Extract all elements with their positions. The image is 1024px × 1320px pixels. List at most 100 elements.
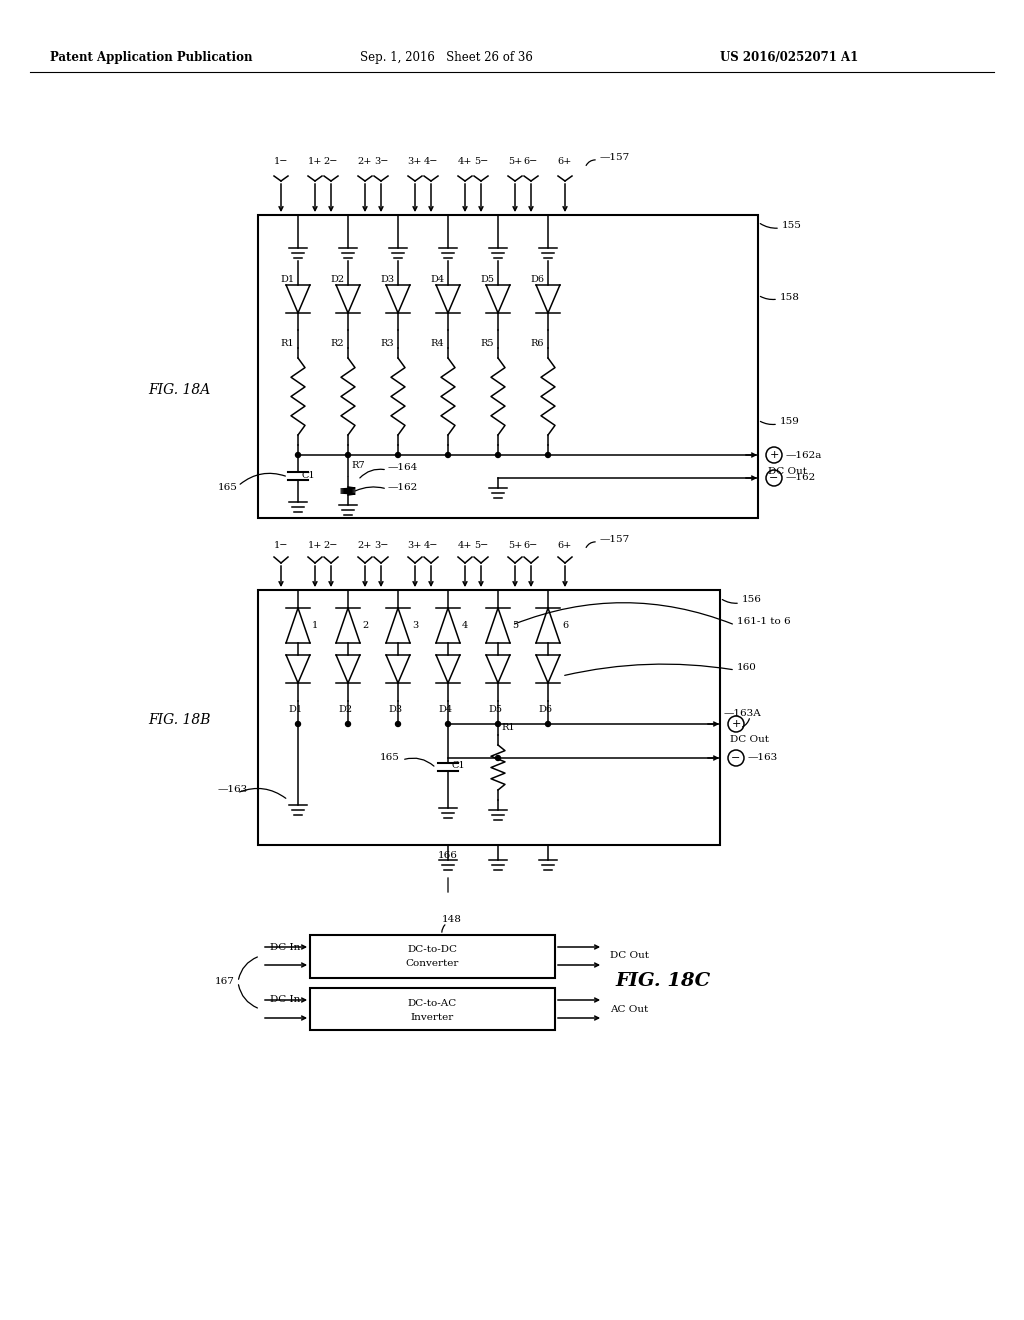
Circle shape xyxy=(345,722,350,726)
Text: 6+: 6+ xyxy=(558,540,572,549)
Text: —164: —164 xyxy=(388,463,418,473)
Text: D4: D4 xyxy=(430,276,444,285)
Circle shape xyxy=(395,722,400,726)
Text: 1: 1 xyxy=(312,620,318,630)
Circle shape xyxy=(546,722,551,726)
Text: FIG. 18A: FIG. 18A xyxy=(148,383,210,397)
Text: 4−: 4− xyxy=(424,540,438,549)
Text: 3: 3 xyxy=(412,620,418,630)
Text: 156: 156 xyxy=(742,595,762,605)
Text: DC-to-DC: DC-to-DC xyxy=(407,945,457,954)
Text: 155: 155 xyxy=(782,220,802,230)
Text: 165: 165 xyxy=(218,483,238,492)
Bar xyxy=(258,590,720,845)
Text: R1: R1 xyxy=(501,722,515,731)
Text: D1: D1 xyxy=(288,705,302,714)
Text: DC Out: DC Out xyxy=(730,735,769,744)
Text: 4+: 4+ xyxy=(458,157,472,166)
Circle shape xyxy=(546,453,551,458)
Text: 5+: 5+ xyxy=(508,540,522,549)
Text: 4: 4 xyxy=(462,620,468,630)
Text: DC In: DC In xyxy=(269,995,300,1005)
Text: 2+: 2+ xyxy=(357,157,373,166)
Circle shape xyxy=(496,453,501,458)
Text: 2−: 2− xyxy=(324,540,338,549)
Text: +: + xyxy=(769,450,778,459)
Text: 3+: 3+ xyxy=(408,157,422,166)
Text: 3−: 3− xyxy=(374,157,388,166)
Text: 5+: 5+ xyxy=(508,157,522,166)
Text: 6−: 6− xyxy=(524,540,539,549)
Text: —163A: —163A xyxy=(724,710,762,718)
Text: FIG. 18C: FIG. 18C xyxy=(615,972,710,990)
Circle shape xyxy=(395,453,400,458)
Text: 161-1 to 6: 161-1 to 6 xyxy=(737,618,791,627)
Text: C1: C1 xyxy=(451,762,465,771)
Text: R1: R1 xyxy=(280,338,294,347)
Text: D3: D3 xyxy=(388,705,402,714)
Text: D5: D5 xyxy=(488,705,502,714)
Text: —157: —157 xyxy=(600,536,630,544)
Text: 6−: 6− xyxy=(524,157,539,166)
Circle shape xyxy=(345,453,350,458)
Text: D6: D6 xyxy=(538,705,552,714)
Text: R7: R7 xyxy=(351,461,365,470)
Text: —157: —157 xyxy=(600,153,630,161)
Text: Converter: Converter xyxy=(406,960,459,969)
Text: 2+: 2+ xyxy=(357,540,373,549)
Text: R3: R3 xyxy=(380,338,393,347)
Circle shape xyxy=(496,755,501,760)
Text: D3: D3 xyxy=(380,276,394,285)
Text: 159: 159 xyxy=(780,417,800,425)
Text: 5−: 5− xyxy=(474,540,488,549)
Text: 1−: 1− xyxy=(273,157,288,166)
Circle shape xyxy=(296,722,300,726)
Text: 4+: 4+ xyxy=(458,540,472,549)
Text: R2: R2 xyxy=(330,338,344,347)
Text: AC Out: AC Out xyxy=(610,1005,648,1014)
Text: —162: —162 xyxy=(786,474,816,483)
Text: 2−: 2− xyxy=(324,157,338,166)
Text: DC Out: DC Out xyxy=(610,952,649,961)
Text: D5: D5 xyxy=(480,276,494,285)
Text: 3+: 3+ xyxy=(408,540,422,549)
Text: FIG. 18B: FIG. 18B xyxy=(148,713,211,727)
Text: C1: C1 xyxy=(301,470,314,479)
Bar xyxy=(310,987,555,1030)
Text: D2: D2 xyxy=(330,276,344,285)
Text: —162a: —162a xyxy=(786,450,822,459)
Text: D4: D4 xyxy=(438,705,453,714)
Text: 1+: 1+ xyxy=(308,157,323,166)
Text: 160: 160 xyxy=(737,664,757,672)
Text: R5: R5 xyxy=(480,338,494,347)
Circle shape xyxy=(445,453,451,458)
Text: 4−: 4− xyxy=(424,157,438,166)
Text: D1: D1 xyxy=(280,276,294,285)
Circle shape xyxy=(296,453,300,458)
Text: 165: 165 xyxy=(380,754,400,763)
Text: 2: 2 xyxy=(362,620,369,630)
Text: —163: —163 xyxy=(748,754,778,763)
Text: +: + xyxy=(731,719,740,729)
Text: D2: D2 xyxy=(338,705,352,714)
Text: US 2016/0252071 A1: US 2016/0252071 A1 xyxy=(720,51,858,65)
Text: Patent Application Publication: Patent Application Publication xyxy=(50,51,253,65)
Text: DC Out: DC Out xyxy=(768,466,807,475)
Text: Inverter: Inverter xyxy=(411,1012,454,1022)
Text: 167: 167 xyxy=(215,978,234,986)
Text: 6+: 6+ xyxy=(558,157,572,166)
Text: R6: R6 xyxy=(530,338,544,347)
Text: —163: —163 xyxy=(218,785,248,795)
Text: −: − xyxy=(731,752,740,763)
Text: 166: 166 xyxy=(438,850,458,859)
Text: DC In: DC In xyxy=(269,942,300,952)
Circle shape xyxy=(445,722,451,726)
Text: 148: 148 xyxy=(442,916,462,924)
Bar xyxy=(310,935,555,978)
Text: —162: —162 xyxy=(388,483,418,491)
Text: R4: R4 xyxy=(430,338,443,347)
Circle shape xyxy=(496,722,501,726)
Text: 5: 5 xyxy=(512,620,518,630)
Text: D6: D6 xyxy=(530,276,544,285)
Text: 3−: 3− xyxy=(374,540,388,549)
